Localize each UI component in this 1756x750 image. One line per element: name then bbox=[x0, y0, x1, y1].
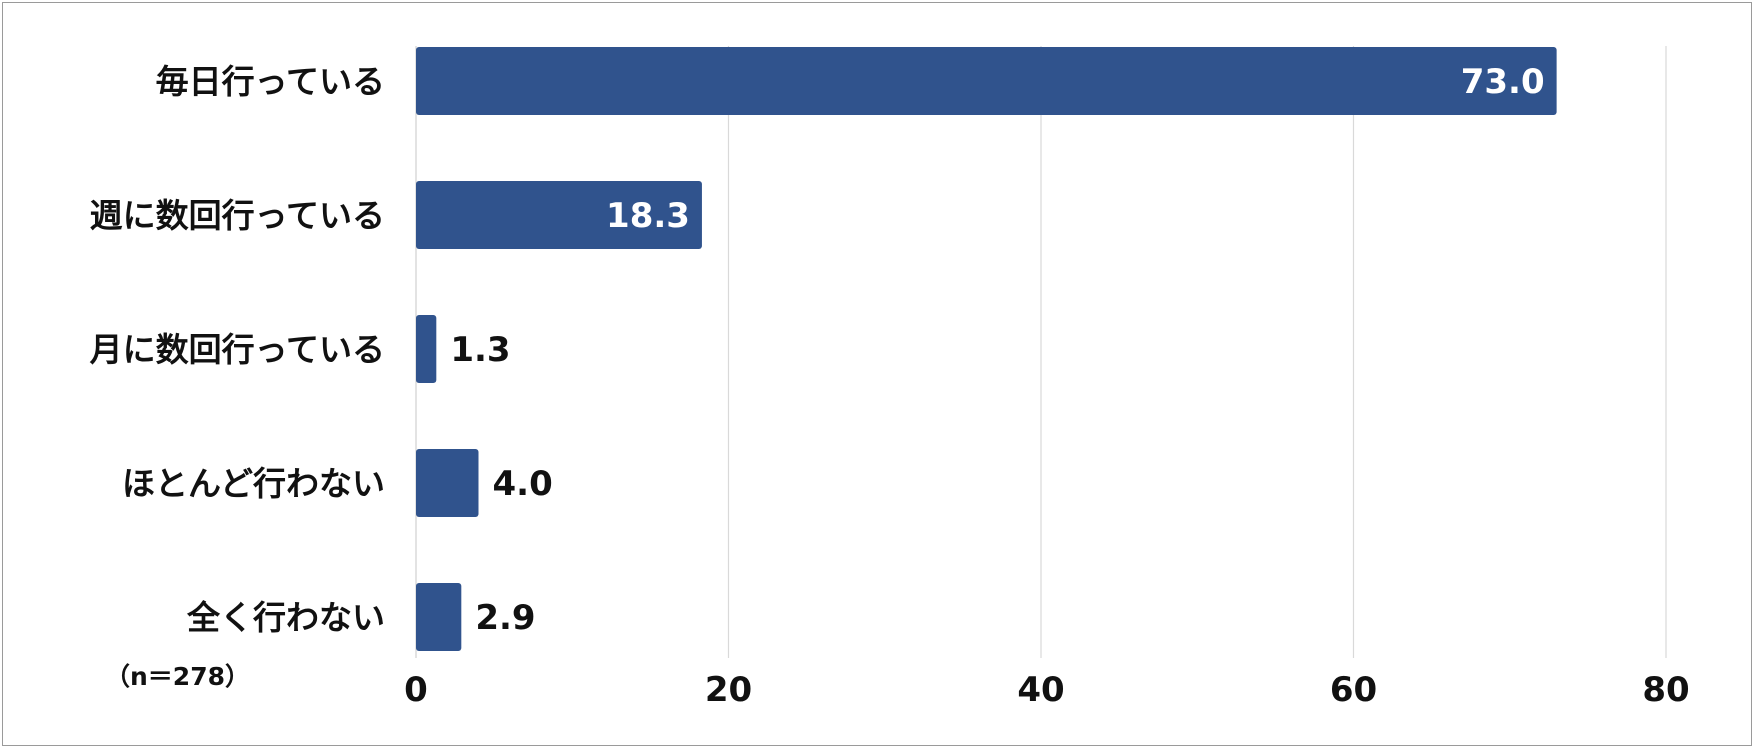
x-tick-label-80: 80 bbox=[1642, 670, 1689, 710]
category-label-0: 毎日行っている bbox=[156, 62, 385, 101]
value-label-1: 18.3 bbox=[606, 196, 690, 236]
grid-layer bbox=[415, 46, 1667, 658]
x-tick-label-0: 0 bbox=[404, 670, 428, 710]
category-label-1: 週に数回行っている bbox=[90, 196, 385, 235]
x-tick-label-40: 40 bbox=[1017, 670, 1064, 710]
bar-2 bbox=[416, 315, 437, 383]
bar-3 bbox=[416, 449, 479, 517]
category-label-2: 月に数回行っている bbox=[90, 330, 385, 369]
x-tick-label-60: 60 bbox=[1330, 670, 1377, 710]
value-label-3: 4.0 bbox=[493, 464, 553, 504]
bar-0 bbox=[416, 47, 1557, 115]
category-label-3: ほとんど行わない bbox=[122, 464, 385, 503]
sample-size-note: （n＝278） bbox=[105, 662, 250, 691]
value-label-4: 2.9 bbox=[475, 598, 535, 638]
bar-1 bbox=[416, 181, 702, 249]
x-tick-label-20: 20 bbox=[705, 670, 752, 710]
category-label-4: 全く行わない bbox=[186, 598, 385, 637]
value-label-2: 1.3 bbox=[450, 330, 510, 370]
bar-layer bbox=[416, 47, 1557, 651]
value-label-0: 73.0 bbox=[1461, 62, 1545, 102]
label-layer: 0 20 40 60 80 毎日行っている 73.0 週に数回行っている 18.3 月に数回行って… bbox=[90, 62, 1690, 710]
bar-4 bbox=[416, 583, 462, 651]
